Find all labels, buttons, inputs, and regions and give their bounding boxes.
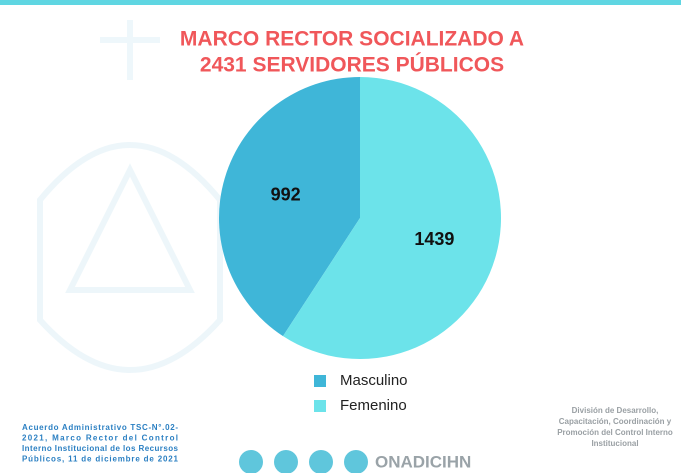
footer-left-line: Acuerdo Administrativo TSC-N°.02- xyxy=(22,423,178,432)
footer-right-line: División de Desarrollo, xyxy=(572,406,659,415)
watermark-cross xyxy=(100,20,160,80)
brand: ONADICIHN xyxy=(375,452,471,471)
pie-slice xyxy=(283,77,501,359)
watermark-shield xyxy=(37,142,223,373)
data-label: 1439 xyxy=(414,229,454,249)
legend-label: Masculino xyxy=(340,372,408,389)
watermark-triangle xyxy=(65,163,195,293)
footer-left-line: Interno Institucional de los Recursos xyxy=(22,444,179,453)
footer-right-line: Institucional xyxy=(591,439,638,448)
facebook-icon[interactable] xyxy=(239,450,263,473)
pie-slice xyxy=(219,77,360,337)
chart-title: MARCO RECTOR SOCIALIZADO A xyxy=(180,28,524,51)
data-label: 992 xyxy=(271,185,301,205)
twitter-icon[interactable] xyxy=(309,450,333,473)
chart-title: 2431 SERVIDORES PÚBLICOS xyxy=(200,53,504,77)
footer-left-line: 2021, Marco Rector del Control xyxy=(22,434,178,443)
footer-right-line: Promoción del Control Interno xyxy=(557,428,673,437)
legend-label: Femenino xyxy=(340,397,407,414)
watermark xyxy=(37,20,223,373)
top-bar xyxy=(0,0,681,5)
legend-swatch xyxy=(314,400,326,412)
footer-left-line: Públicos, 11 de diciembre de 2021 xyxy=(22,455,179,464)
social-icons xyxy=(239,450,368,473)
legend-swatch xyxy=(314,375,326,387)
instagram-icon[interactable] xyxy=(274,450,298,473)
tiktok-icon[interactable] xyxy=(344,450,368,473)
footer-right-line: Capacitación, Coordinación y xyxy=(559,417,672,426)
